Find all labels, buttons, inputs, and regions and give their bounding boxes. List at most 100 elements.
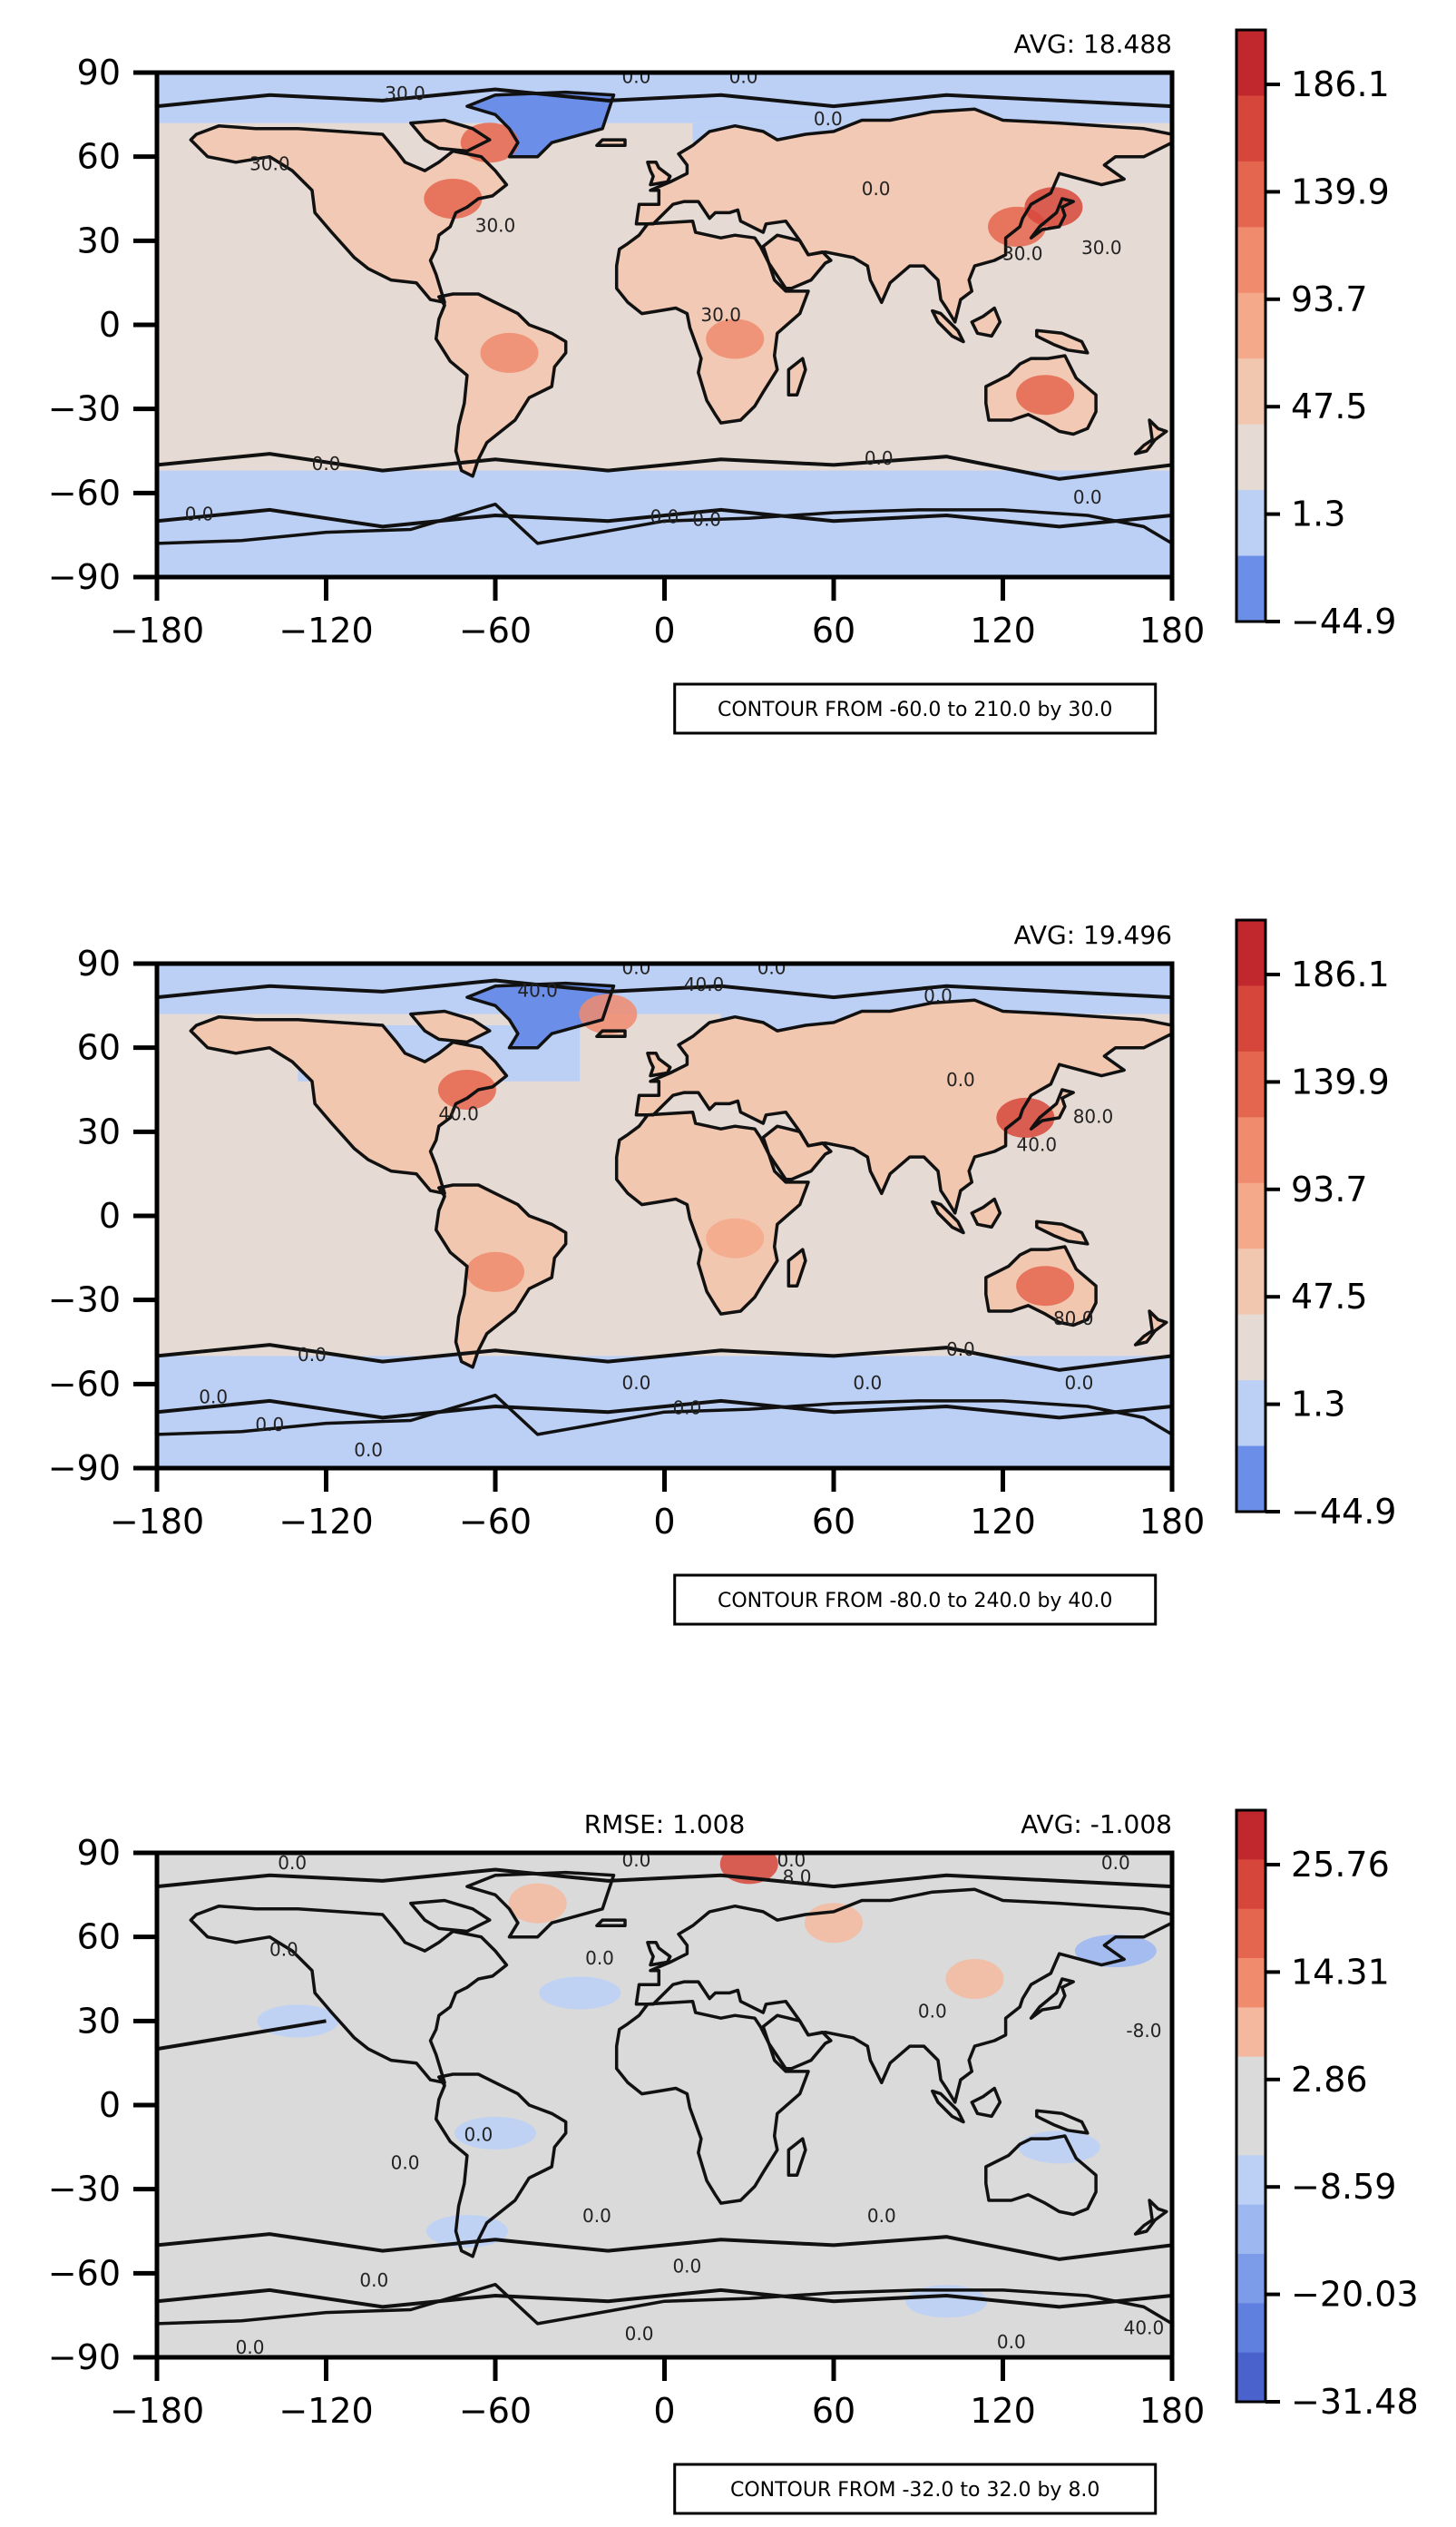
land-antarctica <box>157 504 1172 577</box>
colorbar-swatch <box>1236 1859 1265 1910</box>
avg-label: AVG: 18.488 <box>1013 29 1172 59</box>
warm-anomaly <box>437 1070 496 1110</box>
warm-anomaly <box>508 1883 567 1924</box>
colorbar-tick-label: 47.5 <box>1291 1277 1368 1317</box>
land-newGuinea <box>1036 1221 1088 1244</box>
contour-label: 0.0 <box>1073 486 1102 508</box>
y-tick-label: 90 <box>77 944 121 984</box>
y-tick-label: 30 <box>77 220 121 260</box>
land-sumatra <box>932 310 963 342</box>
coastline-japan <box>1029 1088 1075 1131</box>
contour-label: 40.0 <box>1017 1133 1058 1155</box>
cool-anomaly <box>454 2116 536 2150</box>
coastline-japan <box>1029 1977 1075 2020</box>
y-tick-label: 30 <box>77 2001 121 2041</box>
contour-label: 0.0 <box>269 1939 298 1961</box>
coastline-baffin <box>409 1009 492 1044</box>
coastline-baffin <box>409 1898 492 1934</box>
contour-label: 40.0 <box>438 1102 479 1124</box>
colorbar-swatch <box>1236 1445 1265 1513</box>
warm-anomaly <box>424 179 483 219</box>
coastline-australia <box>984 2134 1098 2217</box>
colorbar-swatch <box>1236 2056 1265 2107</box>
coastline-icelandIsl <box>595 138 627 148</box>
colorbar-swatch <box>1236 1182 1265 1249</box>
coastline-madagascar <box>787 357 807 397</box>
colorbar-swatch <box>1236 358 1265 426</box>
colorbar-tick-label: 47.5 <box>1291 387 1368 426</box>
coastline-eurasia <box>634 1887 1172 2104</box>
colorbar-tick-label: 186.1 <box>1291 955 1390 994</box>
coastline-icelandIsl <box>595 1918 627 1928</box>
coastline-antarctica <box>157 502 1172 577</box>
contour-label: 0.0 <box>946 1069 975 1091</box>
x-tick-label: −120 <box>278 1502 373 1542</box>
x-tick-label: 180 <box>1139 611 1206 651</box>
colorbar-swatch <box>1236 95 1265 162</box>
contour-label: 0.0 <box>199 1386 228 1407</box>
land-africa <box>616 2001 808 2204</box>
colorbar-swatch <box>1236 2254 1265 2304</box>
contour-line <box>157 87 1172 109</box>
x-tick-label: 0 <box>653 1502 675 1542</box>
land-borneo <box>972 1199 1001 1228</box>
coastline-baffin <box>409 118 492 153</box>
contour-label: 0.0 <box>729 66 758 88</box>
colorbar: 186.1 139.9 93.7 47.5 1.3 −44.9 <box>1235 28 1396 642</box>
colorbar-frame <box>1235 918 1267 1513</box>
cool-anomaly <box>539 1976 621 2010</box>
panel-1: 0.0 0.0 0.0 0.0 0.0 0.0 30.0 30.0 30.0 30.0 30.0 30… <box>48 28 1396 735</box>
coastline-newGuinea <box>1035 1219 1090 1246</box>
colorbar-swatch <box>1236 2007 1265 2058</box>
land-africa <box>616 220 808 424</box>
colorbar-tick-label: 139.9 <box>1291 1062 1390 1102</box>
contour-label: -8.0 <box>1126 2020 1161 2042</box>
land-borneo <box>972 308 1001 337</box>
y-tick-label: 30 <box>77 1112 121 1151</box>
colorbar-swatch <box>1236 1908 1265 1959</box>
contour-label: 0.0 <box>650 506 679 528</box>
warm-anomaly <box>1024 187 1083 228</box>
coastline-britain <box>646 161 672 187</box>
x-tick-label: 60 <box>812 1502 855 1542</box>
colorbar-swatch <box>1236 2352 1265 2403</box>
contour-label: 0.0 <box>692 509 721 531</box>
warm-anomaly <box>579 994 638 1034</box>
coastline-newZealand <box>1133 1309 1168 1347</box>
contour-range-box <box>673 2463 1158 2515</box>
x-tick-label: −180 <box>110 2391 204 2431</box>
contour-label: 0.0 <box>1065 1372 1094 1394</box>
colorbar-swatch <box>1236 1117 1265 1184</box>
warm-anomaly <box>805 1903 863 1944</box>
coastline-madagascar <box>787 1248 807 1288</box>
colorbar-frame <box>1235 28 1267 623</box>
contour-label: 0.0 <box>814 108 843 130</box>
contour-label: 0.0 <box>867 2205 896 2227</box>
colorbar-tick-label: −20.03 <box>1291 2275 1419 2315</box>
coastline-madagascar <box>787 2137 807 2177</box>
warm-anomaly <box>945 1959 1004 1999</box>
colorbar-tick-label: 25.76 <box>1291 1845 1390 1885</box>
y-tick-label: −90 <box>48 1448 121 1488</box>
contour-label: 0.0 <box>625 2323 654 2345</box>
land-greenland <box>466 983 614 1048</box>
y-tick-label: 60 <box>77 137 121 177</box>
cool-anomaly <box>257 2004 339 2038</box>
colorbar: 186.1 139.9 93.7 47.5 1.3 −44.9 <box>1235 918 1396 1532</box>
contour-label: 0.0 <box>622 1372 651 1394</box>
contour-range-label: CONTOUR FROM -60.0 to 210.0 by 30.0 <box>718 699 1112 721</box>
colorbar-swatch <box>1236 30 1265 96</box>
colorbar-swatch <box>1236 1380 1265 1447</box>
warm-anomaly <box>460 122 519 163</box>
contour-range-box <box>673 1573 1158 1626</box>
contour-label: 0.0 <box>312 453 341 475</box>
coastline-africa <box>614 1110 810 1316</box>
land-southAmerica <box>435 2074 566 2257</box>
colorbar-swatch <box>1236 1249 1265 1316</box>
x-tick-label: 180 <box>1139 2391 1206 2431</box>
contour-label: 0.0 <box>622 957 651 979</box>
coastline-africa <box>614 219 810 425</box>
contour-label: 0.0 <box>185 504 214 525</box>
colorbar-swatch <box>1236 161 1265 228</box>
colorbar: 25.76 14.31 2.86 −8.59 −20.03 −31.48 <box>1235 1808 1419 2422</box>
